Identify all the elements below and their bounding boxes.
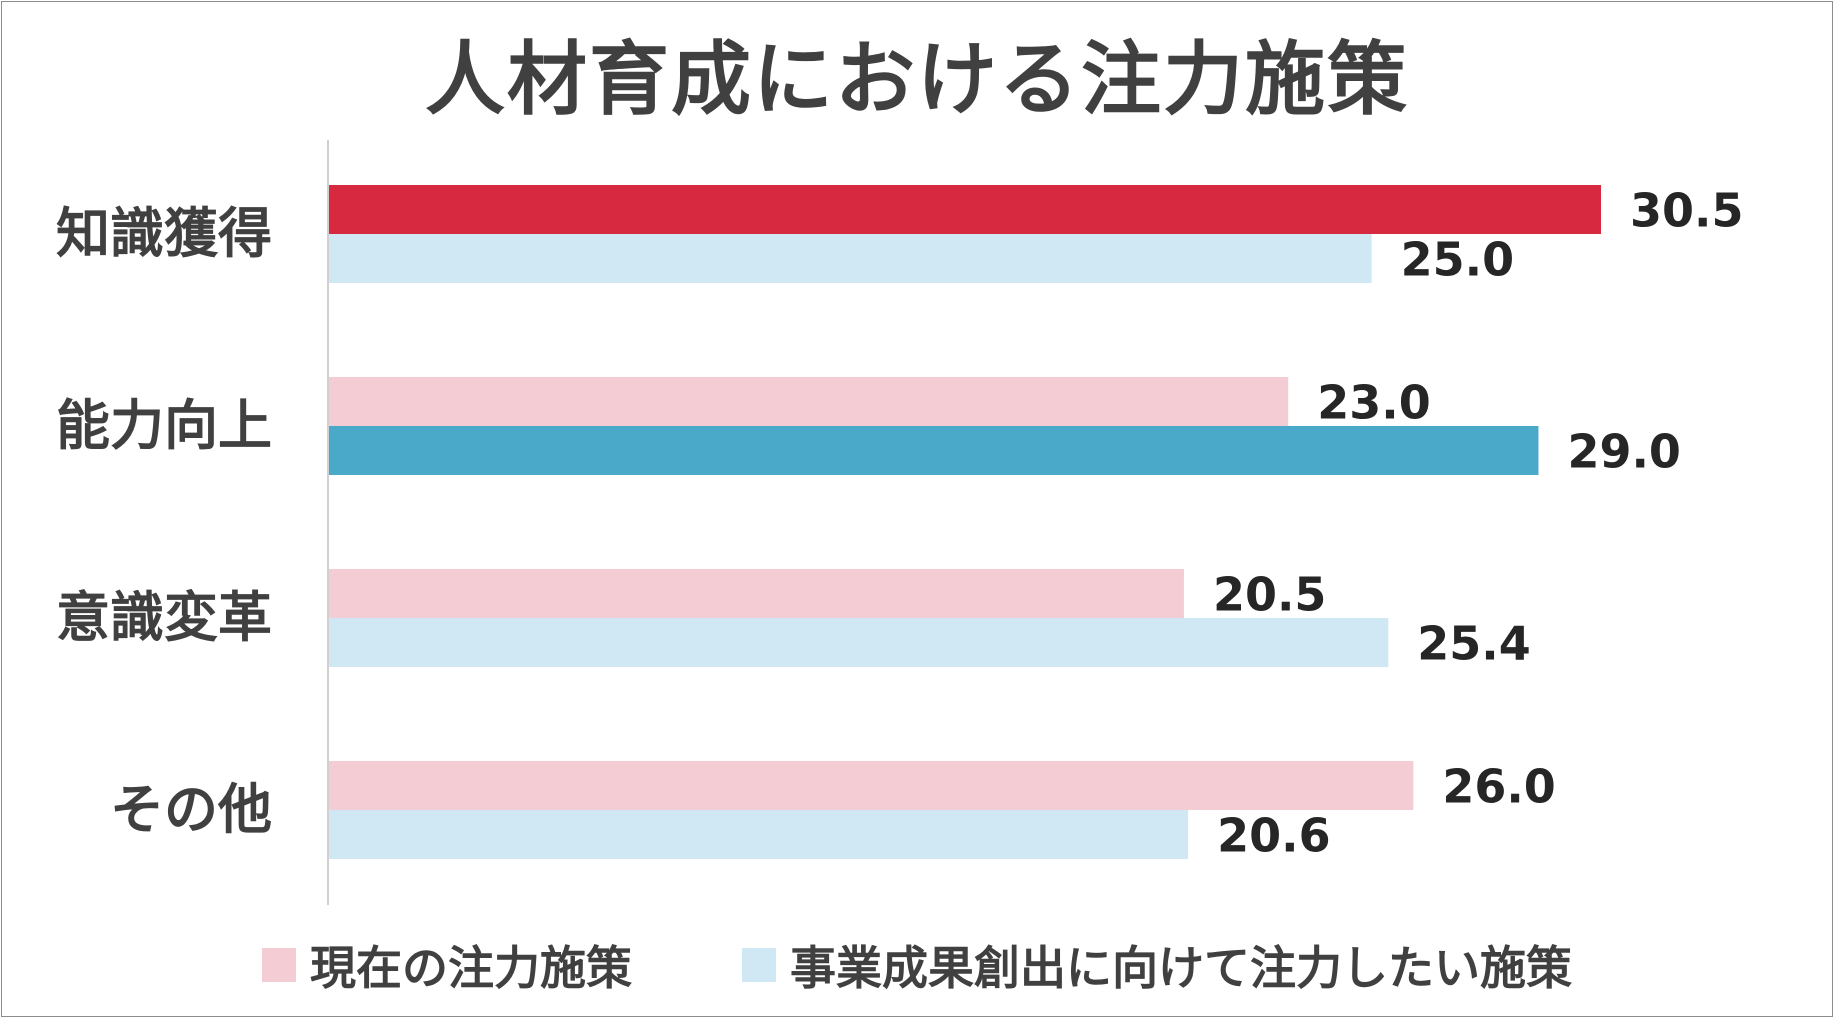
value-label-s1-c1: 29.0 <box>1567 425 1681 479</box>
legend-swatch-future <box>742 948 776 982</box>
category-label-1: 能力向上 <box>56 394 272 457</box>
legend-label-current: 現在の注力施策 <box>310 941 632 995</box>
bar-s1-c2 <box>329 618 1389 667</box>
bar-s0-c0 <box>329 185 1601 234</box>
bar-s1-c1 <box>329 426 1539 475</box>
legend-swatch-current <box>262 948 296 982</box>
category-label-0: 知識獲得 <box>56 202 272 265</box>
value-label-s0-c2: 20.5 <box>1213 568 1327 622</box>
value-label-s1-c3: 20.6 <box>1217 809 1331 863</box>
value-label-s0-c1: 23.0 <box>1317 376 1431 430</box>
legend-item-current: 現在の注力施策 <box>262 932 632 998</box>
bar-s0-c1 <box>329 377 1289 426</box>
legend-label-future: 事業成果創出に向けて注力したい施策 <box>790 941 1572 995</box>
category-label-3: その他 <box>110 778 272 841</box>
value-label-s1-c0: 25.0 <box>1401 233 1515 287</box>
value-label-s0-c0: 30.5 <box>1630 184 1744 238</box>
legend-item-future: 事業成果創出に向けて注力したい施策 <box>742 932 1572 998</box>
bar-s0-c3 <box>329 761 1414 810</box>
chart-title: 人材育成における注力施策 <box>425 33 1409 126</box>
category-label-2: 意識変革 <box>56 586 272 649</box>
bar-s0-c2 <box>329 569 1184 618</box>
value-label-s0-c3: 26.0 <box>1442 760 1556 814</box>
value-label-s1-c2: 25.4 <box>1417 617 1531 671</box>
bar-s1-c0 <box>329 234 1372 283</box>
legend: 現在の注力施策 事業成果創出に向けて注力したい施策 <box>0 930 1834 1000</box>
bar-s1-c3 <box>329 810 1189 859</box>
